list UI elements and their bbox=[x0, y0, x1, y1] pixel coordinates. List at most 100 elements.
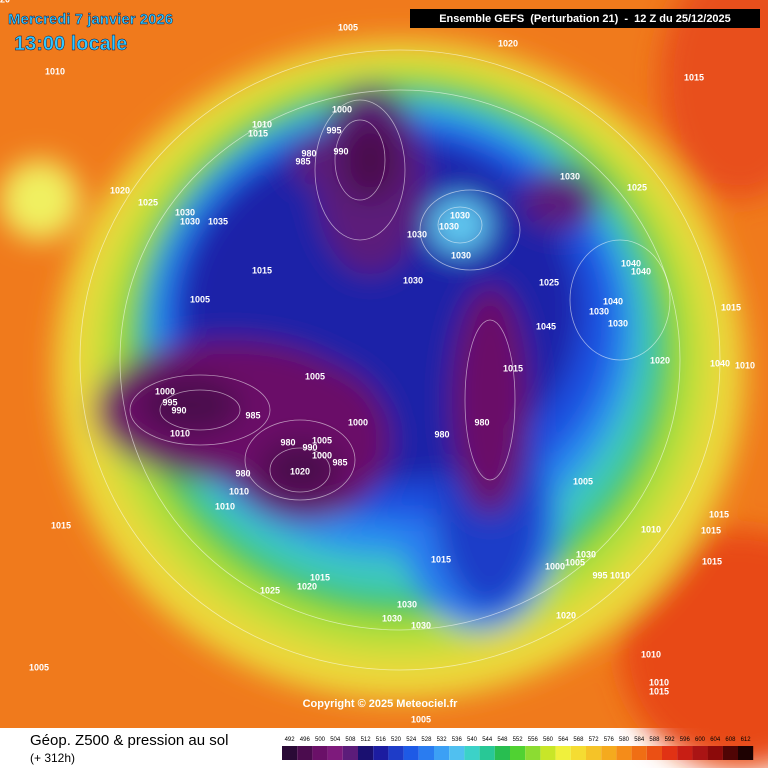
scale-label: 572 bbox=[589, 737, 600, 743]
scale-label: 540 bbox=[467, 737, 478, 743]
scale-cell bbox=[494, 746, 510, 760]
isobar-label: 1030 bbox=[589, 306, 609, 316]
isobar-label: 995 bbox=[326, 125, 341, 135]
scale-label: 584 bbox=[634, 737, 645, 743]
isobar-label: 1015 bbox=[252, 265, 272, 275]
isobar-label: 1010 bbox=[649, 677, 669, 687]
scale-cell bbox=[434, 746, 450, 760]
isobar-label: 1005 bbox=[190, 294, 210, 304]
scale-cell bbox=[312, 746, 328, 760]
scale-label: 536 bbox=[452, 737, 463, 743]
isobar-label: 990 bbox=[171, 405, 186, 415]
isobar-label: 1020 bbox=[556, 610, 576, 620]
scale-cell bbox=[570, 746, 586, 760]
isobar-label: 1030 bbox=[397, 599, 417, 609]
scale-label: 576 bbox=[604, 737, 615, 743]
isobar-label: 1015 bbox=[51, 520, 71, 530]
isobar-label: 1025 bbox=[138, 197, 158, 207]
scale-cell bbox=[388, 746, 404, 760]
scale-label: 568 bbox=[573, 737, 584, 743]
scale-cell bbox=[327, 746, 343, 760]
isobar-label: 1040 bbox=[621, 258, 641, 268]
isobar-label: 980 bbox=[280, 437, 295, 447]
isobar-label: 1035 bbox=[208, 216, 228, 226]
scale-cell bbox=[601, 746, 617, 760]
scale-cell bbox=[646, 746, 662, 760]
scale-cell bbox=[297, 746, 313, 760]
isobar-label: 995 bbox=[592, 570, 607, 580]
isobar-label: 1015 bbox=[701, 525, 721, 535]
scale-cell bbox=[692, 746, 708, 760]
scale-label: 516 bbox=[376, 737, 387, 743]
scale-cell bbox=[616, 746, 632, 760]
isobar-label: 1030 bbox=[451, 250, 471, 260]
scale-label: 560 bbox=[543, 737, 554, 743]
scale-cell bbox=[631, 746, 647, 760]
isobar-label: 1040 bbox=[631, 266, 651, 276]
scale-label: 580 bbox=[619, 737, 630, 743]
isobar-label: 1020 bbox=[110, 185, 130, 195]
isobar-label: 1030 bbox=[403, 275, 423, 285]
isobar-label: 1000 bbox=[155, 386, 175, 396]
isobar-label: 985 bbox=[295, 156, 310, 166]
scale-cell bbox=[540, 746, 556, 760]
isobar-label: 1005 bbox=[312, 435, 332, 445]
isobar-label: 1025 bbox=[539, 277, 559, 287]
isobar-label: 1015 bbox=[649, 686, 669, 696]
scale-cell bbox=[342, 746, 358, 760]
isobar-label: 1030 bbox=[608, 318, 628, 328]
isobar-label: 1015 bbox=[431, 554, 451, 564]
scale-label: 492 bbox=[285, 737, 296, 743]
isobar-label: 1020 bbox=[0, 0, 10, 4]
scale-label: 548 bbox=[497, 737, 508, 743]
copyright: Copyright © 2025 Meteociel.fr bbox=[303, 698, 459, 710]
scale-label: 500 bbox=[315, 737, 326, 743]
isobar-label: 1015 bbox=[503, 363, 523, 373]
isobar-label: 1000 bbox=[348, 417, 368, 427]
isobar-label: 1030 bbox=[439, 221, 459, 231]
isobar-label: 1005 bbox=[338, 22, 358, 32]
scale-label: 564 bbox=[558, 737, 569, 743]
scale-cell bbox=[373, 746, 389, 760]
isobar-label: 985 bbox=[245, 410, 260, 420]
isobar-label: 1005 bbox=[29, 662, 49, 672]
scale-cell bbox=[586, 746, 602, 760]
isobar-label: 1040 bbox=[710, 358, 730, 368]
isobar-label: 1005 bbox=[565, 557, 585, 567]
isobar-label: 995 bbox=[162, 397, 177, 407]
isobar-label: 1005 bbox=[305, 371, 325, 381]
isobar-label: 1010 bbox=[735, 360, 755, 370]
isobar-label: 1000 bbox=[545, 561, 565, 571]
isobar-label: 1010 bbox=[45, 66, 65, 76]
isobar-label: 1030 bbox=[175, 207, 195, 217]
scale-cell bbox=[282, 746, 298, 760]
isobar-label: 980 bbox=[434, 429, 449, 439]
isobar-label: 1030 bbox=[576, 549, 596, 559]
scale-cell bbox=[525, 746, 541, 760]
scale-cell bbox=[510, 746, 526, 760]
isobar-label: 1030 bbox=[450, 210, 470, 220]
scale-label: 592 bbox=[665, 737, 676, 743]
isobar-label: 1020 bbox=[650, 355, 670, 365]
isobar-label: 1030 bbox=[560, 171, 580, 181]
scale-cell bbox=[722, 746, 738, 760]
isobar-label: 1005 bbox=[411, 714, 431, 724]
isobar-label: 985 bbox=[332, 457, 347, 467]
scale-label: 544 bbox=[482, 737, 493, 743]
scale-cell bbox=[464, 746, 480, 760]
isobar-label: 1045 bbox=[536, 321, 556, 331]
scale-label: 508 bbox=[345, 737, 356, 743]
isobar-label: 1015 bbox=[248, 128, 268, 138]
scale-cell bbox=[449, 746, 465, 760]
scale-label: 532 bbox=[437, 737, 448, 743]
isobar-label: 1000 bbox=[312, 450, 332, 460]
isobar-label: 980 bbox=[301, 148, 316, 158]
footer-title: Géop. Z500 & pression au sol bbox=[30, 732, 228, 749]
isobar-label: 1010 bbox=[641, 649, 661, 659]
map-date: Mercredi 7 janvier 2026 bbox=[8, 11, 173, 28]
scale-label: 496 bbox=[300, 737, 311, 743]
scale-cell bbox=[555, 746, 571, 760]
scale-label: 512 bbox=[361, 737, 372, 743]
